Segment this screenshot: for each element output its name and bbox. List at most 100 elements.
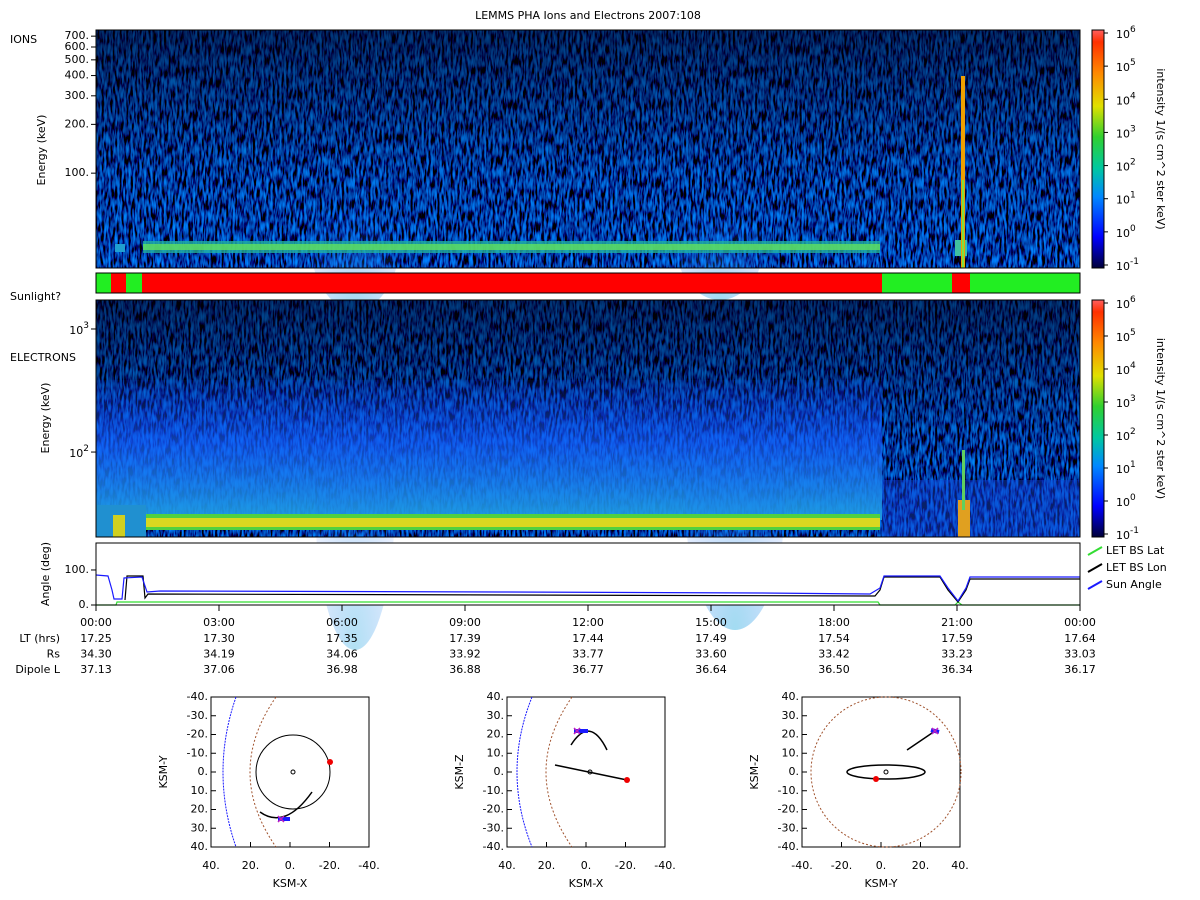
y-tick-label: -20.: [778, 803, 799, 816]
row-value: 17.35: [326, 632, 358, 645]
y-tick-label: -40.: [778, 840, 799, 853]
row-value: 33.92: [449, 648, 481, 661]
x-tick-label: 03:00: [203, 616, 235, 629]
power-label: 101: [1116, 460, 1136, 477]
y-axis-label: KSM-Z: [748, 754, 761, 790]
colorbar: [1091, 29, 1105, 269]
y-tick-label: 10.: [487, 746, 505, 759]
power-label: 100: [1116, 223, 1136, 240]
row-value: 17.25: [80, 632, 112, 645]
sunlight-bar: [95, 272, 1081, 294]
row-label: Rs: [47, 648, 61, 661]
y-tick-label: -10.: [483, 784, 504, 797]
y-axis-label: KSM-Z: [453, 754, 466, 790]
row-value: 36.64: [695, 663, 727, 676]
row-value: 36.34: [941, 663, 973, 676]
y-tick-label: -20.: [187, 728, 208, 741]
x-tick-label: 20.: [912, 859, 930, 872]
row-value: 34.06: [326, 648, 358, 661]
y-tick-label: -20.: [483, 803, 504, 816]
row-value: 33.03: [1064, 648, 1096, 661]
exponent: 0: [1130, 223, 1136, 233]
base: 10: [1116, 260, 1130, 273]
base: 10: [1116, 298, 1130, 311]
row-value: 33.23: [941, 648, 973, 661]
x-tick-label: 09:00: [449, 616, 481, 629]
x-tick-label: 40.: [202, 859, 220, 872]
y-tick-label: 40.: [782, 690, 800, 703]
y-tick-label: 40.: [487, 690, 505, 703]
orbit-shape: [624, 777, 630, 783]
base: 10: [1116, 127, 1130, 140]
row-value: 37.06: [203, 663, 235, 676]
y-tick-label: 100.: [65, 563, 90, 576]
x-tick-label: 06:00: [326, 616, 358, 629]
row-value: 36.98: [326, 663, 358, 676]
y-tick-label: 30.: [782, 709, 800, 722]
y-tick-label: 0.: [79, 598, 90, 611]
exponent: -1: [1130, 257, 1139, 267]
y-tick-label: 300.: [65, 89, 90, 102]
orbit-shape: [290, 769, 296, 775]
orbit-shape: [573, 727, 581, 735]
legend-label: Sun Angle: [1106, 578, 1162, 591]
orbit-shape: [570, 730, 608, 751]
orbit-shape: [327, 759, 333, 765]
legend-swatch: [1087, 546, 1103, 556]
power-label: 103: [69, 320, 89, 337]
exponent: 1: [1130, 460, 1136, 470]
orbit-frame: [210, 696, 370, 848]
y-tick-label: -30.: [483, 821, 504, 834]
x-tick-label: 12:00: [572, 616, 604, 629]
y-tick-label: 10.: [191, 784, 209, 797]
base: 10: [1116, 529, 1130, 542]
y-tick-label: 200.: [65, 117, 90, 130]
y-tick-label: 20.: [487, 728, 505, 741]
angle-panel: [95, 542, 1081, 606]
row-value: 17.64: [1064, 632, 1096, 645]
orbit-shape: [277, 815, 285, 823]
power-label: 102: [69, 444, 89, 461]
orbit-shape: [249, 696, 277, 848]
base: 10: [1116, 430, 1130, 443]
panel-label: IONS: [10, 33, 37, 46]
exponent: 4: [1130, 361, 1136, 371]
sun-angle-line: [95, 574, 1080, 603]
row-value: 17.44: [572, 632, 604, 645]
orbit-shape: [931, 727, 939, 735]
power-label: 10-1: [1116, 526, 1139, 543]
base: 10: [1116, 397, 1130, 410]
exponent: 5: [1130, 328, 1136, 338]
x-tick-label: 15:00: [695, 616, 727, 629]
x-tick-label: 40.: [498, 859, 516, 872]
y-axis-label: Energy (keV): [39, 383, 52, 454]
orbit-shape: [846, 764, 926, 780]
x-tick-label: -20.: [831, 859, 852, 872]
power-label: 106: [1116, 25, 1136, 42]
base: 10: [1116, 161, 1130, 174]
orbit-shape: [545, 696, 573, 848]
exponent: 5: [1130, 58, 1136, 68]
orbit-shape: [587, 769, 593, 775]
row-value: 17.49: [695, 632, 727, 645]
exponent: 6: [1130, 295, 1136, 305]
electrons-spectrogram: [95, 299, 1081, 650]
y-tick-label: -40.: [187, 690, 208, 703]
y-tick-label: 10.: [782, 746, 800, 759]
row-value: 36.77: [572, 663, 604, 676]
orbit-shape: [255, 734, 331, 810]
y-tick-label: 20.: [782, 728, 800, 741]
x-tick-label: 18:00: [818, 616, 850, 629]
x-tick-label: 21:00: [941, 616, 973, 629]
x-axis-label: KSM-X: [569, 877, 604, 890]
panel-label: ELECTRONS: [10, 351, 76, 364]
x-tick-label: 0.: [285, 859, 296, 872]
exponent: 0: [1130, 493, 1136, 503]
orbit-shape: [554, 764, 628, 781]
row-value: 36.50: [818, 663, 850, 676]
y-axis-label: Energy (keV): [35, 115, 48, 186]
orbit-shape: [883, 769, 889, 775]
y-tick-label: 600.: [65, 40, 90, 53]
legend-swatch: [1087, 563, 1103, 573]
